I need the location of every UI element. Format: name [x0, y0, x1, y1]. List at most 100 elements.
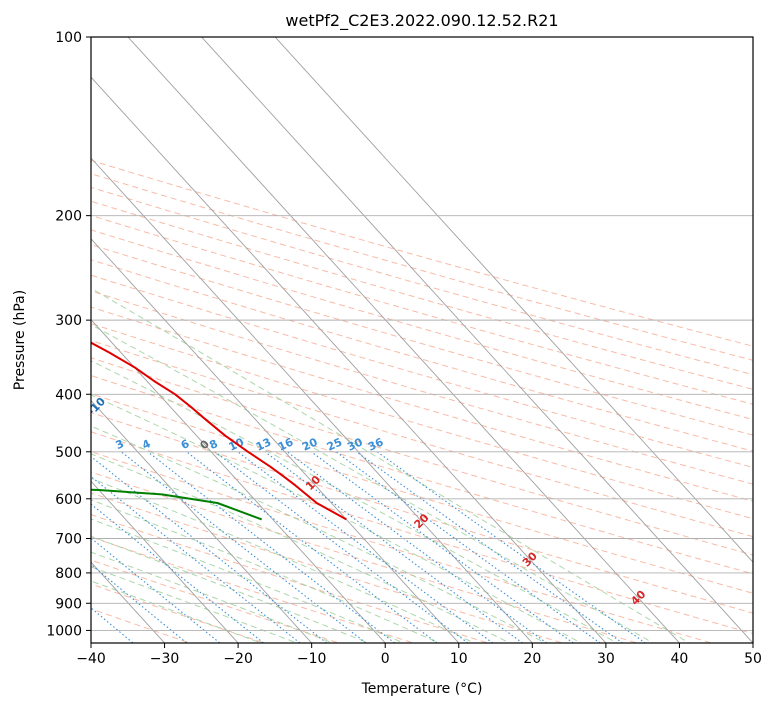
dewpoint-line	[91, 488, 263, 521]
moist-adiabat-line	[91, 580, 263, 643]
mixing-ratio-line	[91, 475, 301, 643]
dry-adiabat-line	[91, 559, 341, 643]
mixing-ratio-line	[237, 451, 494, 643]
mixing-ratio-label: 36	[366, 435, 386, 453]
dry-adiabats	[91, 159, 753, 643]
dry-adiabat-line	[91, 536, 416, 643]
mixing-ratio-line	[310, 451, 575, 643]
mixing-ratio-label: 1	[19, 437, 31, 452]
mixing-ratio-line	[0, 452, 86, 646]
y-tick-label: 1000	[46, 623, 82, 639]
mixing-ratio-label: 3	[114, 437, 126, 452]
y-tick-label: 900	[55, 596, 82, 612]
dry-adiabat-line	[91, 323, 753, 520]
mixing-ratio-label: 16	[276, 435, 296, 453]
x-tick-label: −40	[76, 651, 106, 667]
plot-area: -100-90-80-70-60-50-40-30-20-10010203040…	[0, 37, 753, 646]
isotherms	[91, 37, 753, 643]
pressure-grid	[91, 37, 753, 631]
dry-adiabat-line	[91, 608, 192, 643]
chart-title: wetPf2_C2E3.2022.090.12.52.R21	[285, 11, 558, 31]
y-tick-label: 600	[55, 492, 82, 508]
isotherm-line	[91, 318, 386, 643]
x-tick-label: 40	[671, 651, 689, 667]
dry-adiabat-line	[91, 375, 753, 575]
dry-adiabat-line	[91, 357, 753, 556]
dry-adiabat-line	[91, 514, 490, 643]
mixing-ratio-line	[120, 451, 367, 643]
moist-adiabat-line	[91, 477, 476, 643]
x-tick-label: −10	[297, 651, 327, 667]
dry-adiabat-line	[91, 214, 753, 405]
isotherm-line	[91, 76, 607, 643]
moist-adiabats	[91, 287, 691, 643]
mixing-ratio-line	[91, 455, 328, 643]
isotherm-line	[91, 480, 239, 643]
y-tick-label: 300	[55, 313, 82, 329]
moist-adiabat-line	[91, 287, 691, 643]
mixing-ratio-line	[91, 537, 221, 643]
mixing-ratio-line	[91, 563, 188, 643]
dry-adiabat-line	[91, 431, 753, 635]
x-axis: −40 −30 −20 −10 0 10 20 30 40 50	[76, 643, 762, 667]
dry-adiabat-line	[91, 306, 753, 502]
y-tick-label: 100	[55, 30, 82, 46]
y-tick-label: 800	[55, 566, 82, 582]
mixing-ratio-line	[335, 451, 602, 643]
mixing-ratio-line	[264, 451, 524, 643]
moist-adiabat-line	[91, 499, 441, 643]
mixing-ratio-line	[147, 451, 396, 643]
dry-adiabat-line	[91, 244, 753, 436]
isotherm-line	[200, 37, 753, 643]
mixing-ratio-label: 6	[179, 437, 192, 452]
x-tick-label: 0	[381, 651, 390, 667]
y-tick-label: 200	[55, 209, 82, 225]
moist-adiabat-line	[91, 360, 618, 643]
isotherm-line	[91, 238, 460, 643]
dry-adiabat-line	[91, 159, 753, 347]
dry-adiabat-line	[91, 173, 753, 361]
mixing-ratio-label: 4	[140, 437, 153, 452]
dry-adiabat-line	[91, 186, 753, 376]
profiles	[91, 341, 347, 521]
mixing-ratio-label: 25	[325, 435, 344, 453]
y-axis: 100 200 300 400 500 600 700 800 900 1000	[46, 30, 91, 639]
mixing-ratio-label: 13	[254, 436, 273, 454]
mixing-ratio-line	[356, 451, 624, 643]
dry-adiabat-line	[91, 259, 753, 452]
x-tick-label: −20	[223, 651, 253, 667]
dry-adiabat-line	[91, 411, 753, 614]
mixing-ratio-line	[286, 451, 548, 643]
dry-adiabat-line	[91, 274, 753, 468]
x-axis-label: Temperature (°C)	[361, 681, 483, 697]
x-tick-label: −30	[150, 651, 180, 667]
x-tick-label: 30	[597, 651, 615, 667]
mixing-ratio-lines	[0, 451, 647, 646]
isotherm-line	[274, 37, 753, 563]
isotherm-line	[127, 37, 681, 643]
temperature-line	[91, 341, 347, 521]
x-tick-label: 10	[450, 651, 468, 667]
dry-adiabat-line	[91, 451, 714, 643]
mixing-ratio-label: 20	[300, 435, 320, 453]
mixing-ratio-label: 30	[345, 435, 365, 453]
moist-adiabat-line	[91, 324, 655, 643]
mixing-ratio-line	[376, 451, 647, 643]
dry-adiabat-line	[91, 200, 753, 390]
mixing-ratio-line	[214, 451, 469, 643]
y-tick-label: 400	[55, 387, 82, 403]
moist-adiabat-line	[91, 453, 511, 643]
dry-adiabat-line	[91, 229, 753, 421]
x-tick-label: 20	[523, 651, 541, 667]
mixing-ratio-line	[91, 607, 134, 643]
moist-adiabat-line	[91, 535, 370, 643]
x-tick-label: 50	[744, 651, 762, 667]
y-tick-label: 500	[55, 445, 82, 461]
plot-frame	[90, 36, 754, 644]
dry-adiabat-line	[91, 290, 753, 485]
isotherm-line	[91, 157, 533, 643]
moist-adiabat-line	[91, 551, 335, 643]
dry-adiabat-line	[91, 339, 753, 538]
